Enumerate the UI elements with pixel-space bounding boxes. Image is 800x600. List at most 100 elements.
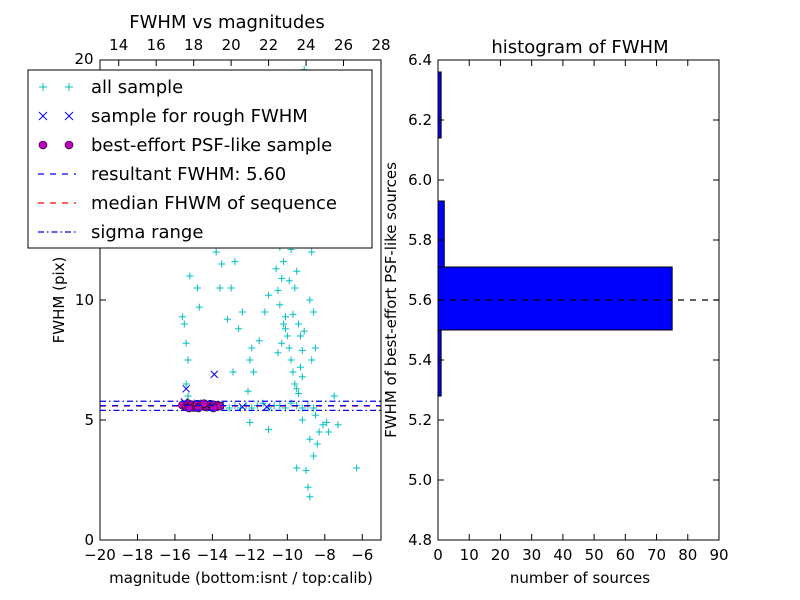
point-1-111: [306, 435, 314, 443]
histogram-x-tick-label: 40: [553, 546, 572, 564]
point-2-8: [262, 402, 271, 411]
point-1-109: [315, 428, 323, 436]
point-2-7: [238, 402, 247, 411]
histogram-y-tick-label: 6.0: [408, 171, 432, 189]
point-1-57: [274, 286, 282, 294]
point-1-46: [238, 308, 246, 316]
point-1-119: [265, 426, 273, 434]
point-1-43: [227, 284, 235, 292]
point-1-104: [302, 466, 310, 474]
point-1-45: [235, 325, 243, 333]
legend-marker: [39, 83, 47, 91]
point-1-113: [311, 411, 319, 419]
point-1-76: [291, 284, 299, 292]
histogram-x-tick-label: 50: [585, 546, 604, 564]
scatter-top-left-tick: 20: [74, 50, 93, 68]
point-1-116: [330, 392, 338, 400]
point-2-2: [210, 370, 219, 379]
scatter-ticks: −20 −18 −16 −14 −12 −10 −8 −6 0 5 10 14 16 18 20 22 24 26…: [75, 36, 391, 564]
point-1-103: [293, 464, 301, 472]
legend-entry: all sample: [39, 77, 183, 98]
histogram-xlabel: number of sources: [510, 569, 650, 587]
scatter-top-tick-label: 18: [184, 36, 203, 54]
legend-label: sigma range: [91, 222, 203, 243]
point-1-41: [218, 260, 226, 268]
scatter-x-tick-label: −20: [84, 546, 116, 564]
legend-label: all sample: [91, 77, 183, 98]
point-1-44: [229, 368, 237, 376]
point-1-24: [310, 404, 318, 412]
histogram-y-tick-label: 5.0: [408, 471, 432, 489]
point-1-105: [304, 483, 312, 491]
scatter-title: FWHM vs magnitudes: [129, 12, 324, 33]
point-1-49: [255, 337, 263, 345]
point-1-22: [298, 404, 306, 412]
point-1-52: [250, 368, 258, 376]
scatter-top-tick-label: 22: [259, 36, 278, 54]
histogram-y-tick-label: 5.8: [408, 231, 432, 249]
histogram-x-tick-label: 0: [433, 546, 443, 564]
point-1-66: [291, 380, 299, 388]
scatter-top-tick-label: 26: [334, 36, 353, 54]
point-1-40: [216, 284, 224, 292]
scatter-xlabel: magnitude (bottom:isnt / top:calib): [109, 569, 373, 587]
point-1-61: [281, 313, 289, 321]
histogram-title: histogram of FWHM: [491, 37, 668, 58]
point-1-36: [195, 303, 203, 311]
point-1-9: [225, 404, 233, 412]
scatter-top-tick-label: 16: [147, 36, 166, 54]
point-1-63: [285, 344, 293, 352]
point-1-69: [296, 363, 304, 371]
point-1-30: [184, 392, 192, 400]
point-1-79: [285, 277, 293, 285]
scatter-top-tick-label: 14: [109, 36, 128, 54]
histogram-ticks: 0 10 20 30 40 50 60 70 80 90 4.8 5.0 5.2 5.4 5.6 5.8 6.0…: [408, 51, 728, 564]
legend-label: best-effort PSF-like sample: [91, 135, 332, 156]
point-1-35: [193, 284, 201, 292]
histogram-bars: [437, 71, 673, 397]
point-1-27: [182, 339, 190, 347]
point-1-82: [274, 349, 282, 357]
point-2-1: [182, 384, 191, 393]
point-1-67: [293, 385, 301, 393]
histogram-bar: [437, 200, 445, 268]
scatter-top-tick-label: 20: [222, 36, 241, 54]
scatter-top-tick-label: 24: [297, 36, 316, 54]
reference-lines: [100, 400, 381, 411]
point-1-26: [180, 320, 188, 328]
point-1-102: [308, 356, 316, 364]
point-1-48: [248, 344, 256, 352]
point-1-47: [246, 356, 254, 364]
legend-entry: resultant FWHM: 5.60: [38, 164, 286, 185]
point-1-78: [289, 310, 297, 318]
point-1-99: [306, 296, 314, 304]
point-1-68: [295, 390, 303, 398]
point-1-58: [276, 301, 284, 309]
point-1-81: [278, 339, 286, 347]
point-1-65: [289, 368, 297, 376]
point-1-84: [296, 332, 304, 340]
histogram-x-tick-label: 80: [678, 546, 697, 564]
point-1-85: [298, 346, 306, 354]
point-1-118: [353, 464, 361, 472]
scatter-panel: −20 −18 −16 −14 −12 −10 −8 −6 0 5 10 14 16 18 20 22 24 26…: [27, 12, 391, 587]
histogram-x-tick-label: 60: [616, 546, 635, 564]
scatter-x-tick-label: −8: [314, 546, 336, 564]
point-1-108: [313, 440, 321, 448]
legend: all sample sample for rough FWHM best-effo…: [27, 69, 373, 249]
point-1-51: [265, 291, 273, 299]
legend-marker: [64, 140, 74, 150]
point-1-101: [311, 344, 319, 352]
scatter-x-tick-label: −16: [159, 546, 191, 564]
series-3: [178, 399, 225, 413]
histogram-y-tick-label: 4.8: [408, 531, 432, 549]
histogram-y-tick-label: 5.6: [408, 291, 432, 309]
point-1-110: [319, 421, 327, 429]
legend-label: sample for rough FWHM: [91, 106, 308, 127]
point-1-98: [308, 248, 316, 256]
point-1-83: [295, 320, 303, 328]
legend-entry: median FHWM of sequence: [38, 193, 337, 214]
scatter-x-tick-label: −14: [197, 546, 229, 564]
histogram-panel: 0 10 20 30 40 50 60 70 80 90 4.8 5.0 5.2 5.4 5.6 5.8 6.0…: [382, 37, 729, 587]
